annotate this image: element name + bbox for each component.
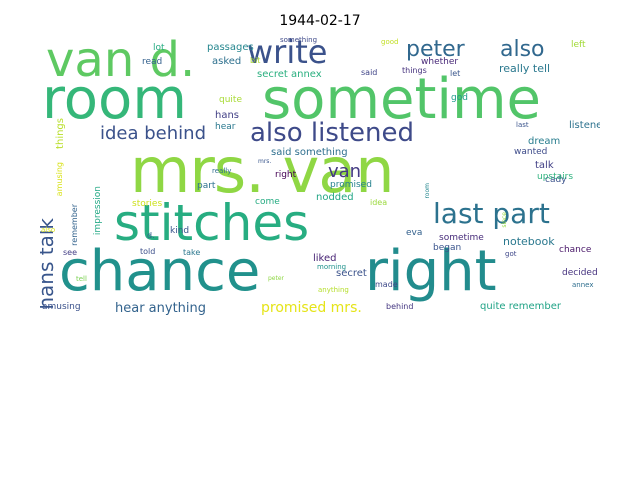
cloud-word: last part — [433, 197, 550, 230]
cloud-word: last — [516, 121, 529, 129]
cloud-word: lot — [153, 43, 165, 53]
cloud-word: quite — [219, 95, 242, 105]
cloud-word: come — [255, 197, 280, 207]
cloud-word: eva — [406, 228, 423, 238]
cloud-word: also — [500, 37, 545, 62]
cloud-word: listened — [569, 120, 600, 131]
cloud-word: peter — [268, 275, 285, 282]
cloud-word: right — [275, 170, 297, 180]
cloud-word: impression — [93, 186, 103, 236]
cloud-word: see — [63, 248, 78, 257]
cloud-word: bit — [250, 56, 261, 65]
cloud-word: mrs. van — [130, 134, 395, 207]
cloud-word: right — [365, 239, 497, 304]
cloud-word: cady — [545, 175, 567, 185]
cloud-word: talk — [535, 160, 554, 171]
cloud-word: really tell — [499, 62, 551, 75]
cloud-word: morning — [317, 263, 347, 271]
cloud-word: really — [212, 167, 232, 175]
cloud-word: tell — [76, 275, 87, 283]
cloud-word: god — [451, 93, 468, 103]
cloud-word: made — [375, 280, 398, 289]
cloud-word: read — [142, 57, 163, 67]
cloud-word: said — [361, 68, 378, 77]
cloud-word: hans — [215, 110, 240, 121]
cloud-word: d. — [147, 231, 155, 240]
cloud-word: room — [424, 183, 431, 199]
cloud-word: chance — [559, 245, 592, 255]
word-cloud: mrs. van room sometime chance right stit… — [40, 36, 600, 319]
chart-title: 1944-02-17 — [279, 13, 361, 29]
cloud-word: decided — [562, 268, 598, 278]
cloud-word: said something — [271, 147, 348, 158]
cloud-word: left — [571, 40, 586, 50]
cloud-word: notebook — [503, 235, 555, 248]
cloud-word: promised — [330, 180, 372, 190]
cloud-word: stories — [132, 199, 163, 209]
cloud-word: told — [140, 247, 156, 256]
cloud-word: things — [402, 66, 427, 75]
cloud-word: amusing — [42, 302, 81, 312]
cloud-word: chance — [59, 239, 261, 304]
cloud-word: van — [328, 161, 362, 182]
cloud-word: amusing — [55, 162, 64, 197]
cloud-word: good — [381, 38, 399, 46]
cloud-word: take — [183, 248, 201, 257]
cloud-word: kind — [170, 226, 190, 236]
cloud-word: room — [42, 67, 187, 132]
cloud-word: hear anything — [115, 301, 207, 316]
cloud-word: annex — [572, 281, 594, 289]
cloud-word: asked — [212, 56, 242, 67]
cloud-word: secret annex — [257, 69, 322, 80]
cloud-word: passages — [207, 42, 254, 53]
cloud-word: idea — [370, 198, 388, 207]
cloud-word: anything — [318, 286, 349, 294]
cloud-word: wanted — [514, 147, 548, 157]
cloud-word: sometime — [262, 67, 541, 132]
cloud-word: liked — [313, 253, 337, 264]
cloud-word: sometime — [439, 233, 484, 243]
cloud-word: nodded — [316, 192, 354, 203]
cloud-word: since — [501, 212, 508, 228]
cloud-word: upstairs — [537, 172, 574, 182]
cloud-word: secret — [336, 268, 367, 279]
cloud-word: van d. — [46, 36, 196, 88]
cloud-word: part — [197, 181, 216, 191]
cloud-word: began — [433, 243, 462, 253]
cloud-word: mrs. — [258, 158, 272, 165]
cloud-word: dream — [528, 136, 561, 147]
cloud-word: things — [55, 118, 66, 149]
cloud-word: stitches — [114, 194, 310, 252]
cloud-word: something — [280, 36, 318, 44]
cloud-word: also listened — [250, 118, 415, 148]
cloud-word: write — [247, 36, 328, 71]
cloud-word: behind — [386, 302, 414, 311]
cloud-word: let — [450, 69, 461, 78]
cloud-word: also — [41, 226, 56, 234]
cloud-word: quite remember — [480, 301, 562, 312]
cloud-word: remember — [70, 204, 79, 246]
cloud-word: whether — [421, 57, 459, 67]
cloud-word: got — [505, 250, 517, 258]
cloud-word: idea behind — [100, 123, 206, 144]
cloud-word: hear — [215, 122, 236, 132]
cloud-word: peter — [406, 37, 465, 62]
cloud-word: promised mrs. — [261, 300, 362, 316]
